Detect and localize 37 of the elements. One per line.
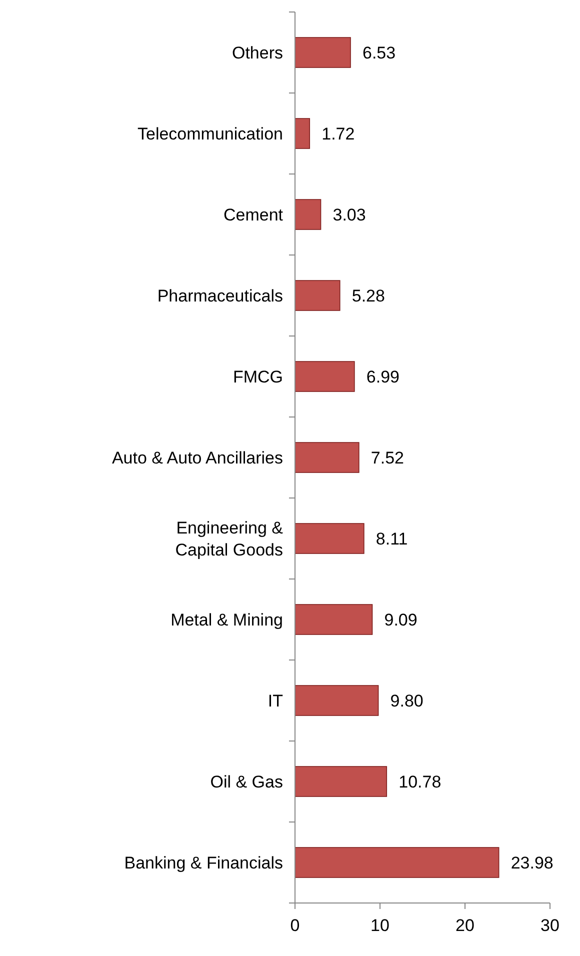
data-label: 5.28 [352,286,385,306]
y-tick-label: Pharmaceuticals [157,286,283,306]
bar [294,604,373,635]
x-tick-label: 20 [456,916,474,935]
bar [294,442,360,473]
bar [294,280,340,311]
bar [294,685,379,716]
data-label: 10.78 [398,772,442,792]
bar [294,361,355,392]
data-label: 8.11 [376,530,408,548]
bar [294,118,310,149]
x-tick-label: 10 [370,916,390,935]
x-tick-label: 30 [540,916,560,935]
data-label: 6.99 [366,368,400,386]
y-tick-label: Others [232,44,283,62]
data-label: 7.52 [370,448,404,468]
bar [294,37,351,68]
y-tick-label: Cement [223,206,284,224]
data-label: 9.09 [384,610,418,630]
bar [294,523,364,554]
y-tick-label: Metal & Mining [170,610,283,630]
y-tick-label: IT [268,692,283,710]
data-label: 6.53 [362,44,396,62]
y-tick-label: Auto & Auto Ancillaries [112,448,283,468]
bar [294,847,500,878]
data-label: 23.98 [510,854,554,872]
data-label: 1.72 [322,124,355,144]
bar [294,766,388,797]
data-label: 9.80 [390,692,424,710]
data-label: 3.03 [332,206,366,224]
bar [294,199,322,230]
y-tick-label: Telecommunication [137,124,283,144]
y-tick-label: FMCG [232,368,283,386]
x-tick-label: 0 [290,916,300,935]
y-tick-label: Engineering & Capital Goods [175,518,284,560]
y-tick-label: Banking & Financials [124,854,283,872]
y-tick-label: Oil & Gas [210,772,283,792]
